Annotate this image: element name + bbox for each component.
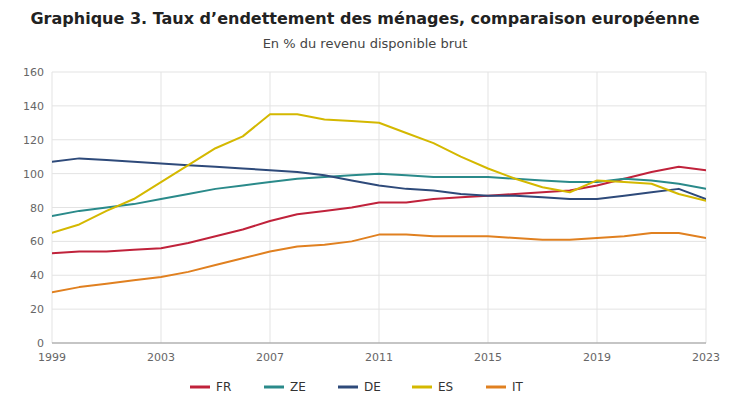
x-tick-label: 2011: [365, 351, 393, 364]
grid-line-x: [161, 72, 162, 343]
y-tick-label: 40: [30, 269, 44, 282]
grid-line-x: [52, 72, 53, 343]
grid-line-x: [706, 72, 707, 343]
y-tick-label: 20: [30, 303, 44, 316]
x-tick-label: 1999: [38, 351, 66, 364]
legend-label: ZE: [290, 380, 306, 394]
legend-swatch: [338, 386, 358, 389]
lines: [52, 114, 706, 292]
x-axis-line: [52, 343, 706, 344]
x-tick-label: 2015: [474, 351, 502, 364]
x-tick-label: 2023: [692, 351, 720, 364]
legend-label: FR: [216, 380, 231, 394]
grid-line-x: [488, 72, 489, 343]
y-tick-label: 60: [30, 235, 44, 248]
tick-labels: 0 20 40 60 80 100 120 140 160 1999 2003 2007 2011 201…: [23, 66, 720, 364]
grid-line-x: [270, 72, 271, 343]
y-tick-label: 100: [23, 168, 44, 181]
legend-label: DE: [364, 380, 381, 394]
legend-swatch: [486, 386, 506, 389]
series-line: [52, 233, 706, 292]
chart-container: Graphique 3. Taux d’endettement des ména…: [0, 0, 730, 409]
series-line: [52, 174, 706, 216]
legend-label: IT: [512, 380, 524, 394]
grid-line-x: [597, 72, 598, 343]
legend-label: ES: [438, 380, 453, 394]
x-tick-label: 2003: [147, 351, 175, 364]
grid-line-x: [379, 72, 380, 343]
x-tick-label: 2019: [583, 351, 611, 364]
legend-swatch: [190, 386, 210, 389]
y-tick-label: 140: [23, 100, 44, 113]
series-line: [52, 158, 706, 199]
y-tick-label: 160: [23, 66, 44, 79]
grid-line-y: [52, 343, 706, 344]
title: Graphique 3. Taux d’endettement des ména…: [30, 9, 699, 28]
y-tick-label: 0: [37, 337, 44, 350]
subtitle: En % du revenu disponible brut: [263, 36, 468, 51]
legend-swatch: [412, 386, 432, 389]
legend-swatch: [264, 386, 284, 389]
x-tick-label: 2007: [256, 351, 284, 364]
y-tick-label: 80: [30, 202, 44, 215]
y-tick-label: 120: [23, 134, 44, 147]
series-line: [52, 167, 706, 253]
grid: [52, 72, 706, 343]
series-line: [52, 114, 706, 233]
chart: Graphique 3. Taux d’endettement des ména…: [0, 0, 730, 409]
legend: FR ZE DE ES IT: [190, 380, 524, 394]
